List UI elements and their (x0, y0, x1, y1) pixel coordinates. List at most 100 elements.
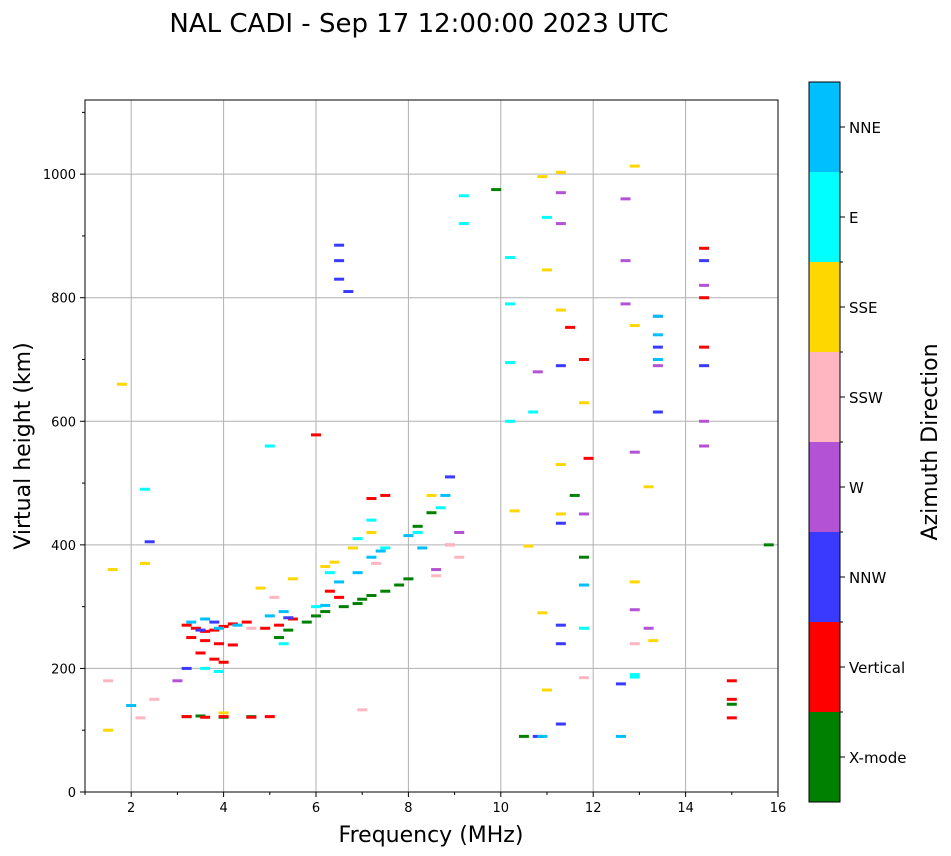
data-point-vertical (218, 715, 229, 719)
data-point-sse (366, 531, 377, 534)
data-point-nne (278, 610, 289, 614)
data-point-e (458, 194, 469, 198)
data-point-nne (352, 571, 363, 575)
y-tick-label: 600 (51, 415, 76, 430)
data-point-x-mode (412, 524, 423, 528)
data-point-w (555, 222, 566, 226)
data-point-nnw (555, 722, 566, 726)
data-point-vertical (334, 595, 345, 599)
data-point-vertical (190, 626, 201, 630)
data-point-vertical (209, 657, 220, 661)
data-point-vertical (200, 639, 211, 643)
data-point-nne (615, 734, 626, 738)
data-point-nne (213, 626, 224, 630)
data-point-vertical (311, 433, 321, 437)
data-point-w (620, 259, 631, 263)
y-axis-label: Virtual height (km) (11, 342, 36, 549)
colorbar-label-w: W (849, 479, 864, 497)
data-point-w (532, 370, 543, 374)
data-point-ssw (103, 679, 114, 683)
data-point-e (311, 605, 321, 609)
data-point-x-mode (301, 620, 312, 624)
data-point-nnw (555, 521, 566, 525)
x-axis: 2 4 6 8 10 12 14 16 (84, 792, 787, 816)
colorbar-label-e: E (849, 209, 858, 227)
data-point-w (629, 450, 640, 454)
data-point-nnw (699, 259, 710, 263)
colorbar-swatch (809, 532, 840, 622)
colorbar-label-x-mode: X-mode (849, 749, 906, 767)
data-point-nne (403, 534, 414, 538)
data-point-x-mode (320, 610, 331, 614)
data-point-vertical (699, 296, 710, 300)
data-point-nnw (652, 410, 663, 414)
data-point-e (505, 419, 516, 423)
data-point-vertical (181, 623, 192, 627)
data-point-ssw (269, 595, 280, 599)
data-point-sse (629, 324, 640, 328)
data-point-ssw (454, 555, 465, 559)
data-point-nne (652, 333, 663, 337)
x-tick-label: 14 (677, 801, 694, 816)
colorbar-frame (808, 81, 841, 803)
data-point-nne (200, 617, 211, 621)
data-point-e (528, 410, 539, 414)
data-point-nne (126, 704, 137, 707)
colorbar-swatch (809, 172, 840, 262)
data-point-w (454, 531, 465, 534)
data-point-nne (537, 734, 548, 738)
y-tick-label: 0 (68, 786, 76, 801)
data-point-vertical (213, 642, 224, 646)
data-point-nne (375, 549, 386, 553)
data-point-vertical (578, 358, 589, 361)
data-point-sse (426, 493, 437, 497)
data-point-sse (140, 561, 151, 565)
data-point-x-mode (726, 702, 737, 706)
data-point-nnw (555, 364, 566, 368)
data-point-ssw (357, 708, 368, 712)
data-point-e (458, 222, 469, 226)
data-point-sse (107, 568, 118, 572)
data-point-nnw (283, 616, 294, 620)
data-point-w (652, 364, 663, 368)
colorbar-swatch (809, 352, 840, 442)
data-point-sse (555, 512, 566, 516)
data-point-w (629, 608, 640, 612)
data-point-vertical (264, 715, 275, 719)
data-point-vertical (699, 246, 710, 250)
data-point-nnw (334, 243, 345, 247)
data-point-vertical (726, 679, 737, 683)
data-point-w (620, 197, 631, 201)
data-point-e (278, 642, 289, 646)
data-point-nne (440, 493, 451, 497)
data-point-ssw (444, 543, 455, 547)
data-point-x-mode (274, 636, 285, 640)
data-point-sse (629, 164, 640, 168)
colorbar: X-mode Vertical NNW W SSW SSE E NNE (808, 81, 906, 803)
x-tick-label: 8 (404, 801, 412, 816)
data-point-sse (542, 268, 552, 272)
colorbar-label-nnw: NNW (849, 569, 886, 587)
data-point-ssw (431, 574, 442, 578)
data-point-w (620, 302, 631, 306)
x-tick-label: 4 (219, 801, 227, 816)
data-point-vertical (200, 715, 211, 719)
data-point-e (629, 675, 640, 679)
data-point-e (542, 215, 552, 219)
y-tick-label: 800 (51, 292, 76, 307)
x-tick-label: 10 (493, 801, 510, 816)
data-point-vertical (246, 715, 257, 719)
data-point-e (324, 571, 335, 575)
data-point-nnw (615, 682, 626, 686)
data-point-nne (264, 614, 275, 618)
data-point-x-mode (311, 614, 321, 618)
x-tick-label: 6 (312, 801, 320, 816)
colorbar-label-vertical: Vertical (849, 659, 905, 677)
data-point-e (412, 531, 423, 534)
data-point-w (555, 191, 566, 195)
data-point-e (366, 518, 377, 522)
x-tick-label: 16 (770, 801, 787, 816)
data-point-nne (334, 580, 345, 584)
data-point-e (505, 361, 516, 365)
